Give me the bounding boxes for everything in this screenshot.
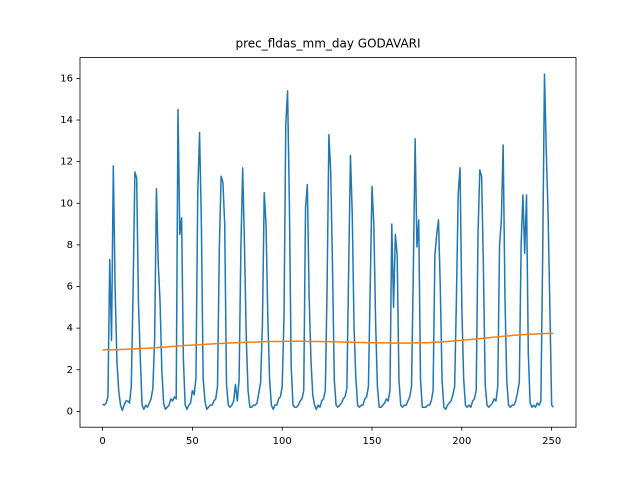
- y-tick-label: 4: [67, 323, 73, 334]
- y-tick-label: 10: [60, 198, 73, 209]
- x-tick-label: 100: [273, 436, 292, 447]
- x-tick-label: 250: [542, 436, 561, 447]
- series-line: [102, 332, 554, 351]
- y-tick-label: 12: [60, 157, 73, 168]
- series-line: [102, 73, 555, 412]
- chart-title: prec_fldas_mm_day GODAVARI: [235, 37, 420, 51]
- x-tick-label: 0: [99, 436, 105, 447]
- y-tick-label: 6: [67, 282, 73, 293]
- x-tick-label: 50: [186, 436, 199, 447]
- plot-frame: [79, 57, 577, 428]
- x-tick-label: 150: [362, 436, 381, 447]
- y-tick-label: 0: [67, 406, 73, 417]
- y-tick-label: 8: [67, 240, 73, 251]
- y-tick-label: 16: [60, 73, 73, 84]
- x-tick-label: 200: [452, 436, 471, 447]
- y-tick-label: 2: [67, 365, 73, 376]
- y-tick-label: 14: [60, 115, 73, 126]
